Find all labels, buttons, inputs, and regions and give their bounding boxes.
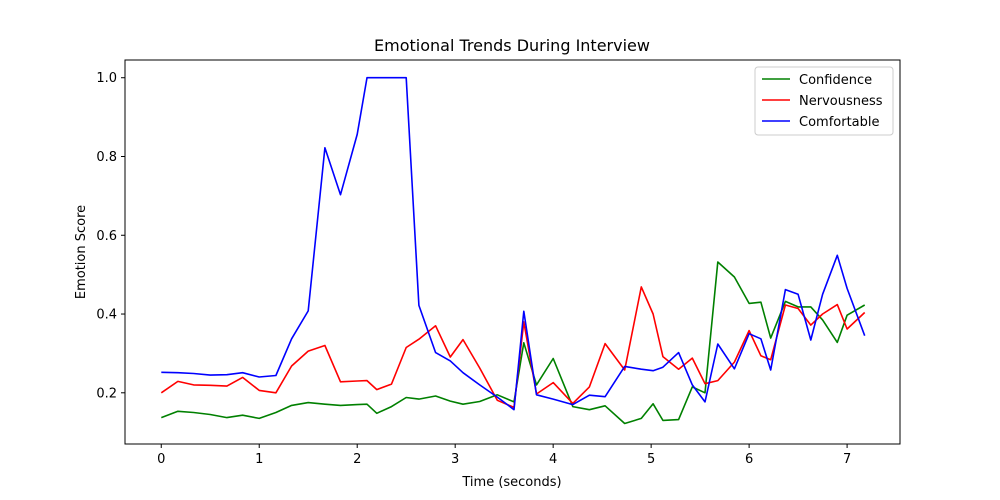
x-tick-label: 6 [745, 452, 753, 467]
y-tick-label: 0.8 [96, 150, 117, 165]
chart-title: Emotional Trends During Interview [374, 36, 650, 55]
y-tick-label: 0.6 [96, 229, 117, 244]
x-tick-label: 5 [647, 452, 655, 467]
x-tick-label: 4 [549, 452, 557, 467]
plot-area [160, 76, 866, 425]
legend-frame [754, 66, 894, 136]
legend-label-nervousness: Nervousness [799, 94, 883, 109]
y-axis: 0.2 0.4 0.6 0.8 1.0 [96, 71, 125, 401]
x-tick-label: 2 [353, 452, 361, 467]
x-tick-label: 3 [451, 452, 459, 467]
legend: Confidence Nervousness Comfortable [754, 66, 894, 136]
plot-frame [124, 59, 901, 445]
x-axis: 0 1 2 3 4 5 6 7 [157, 444, 851, 467]
y-tick-label: 1.0 [96, 71, 117, 86]
x-tick-label: 1 [255, 452, 263, 467]
x-tick-label: 7 [843, 452, 851, 467]
y-axis-label: Emotion Score [74, 205, 89, 299]
series-line-comfortable [161, 76, 866, 411]
x-axis-label: Time (seconds) [461, 475, 561, 490]
x-tick-label: 0 [157, 452, 165, 467]
legend-label-confidence: Confidence [799, 73, 872, 88]
legend-label-comfortable: Comfortable [799, 115, 880, 130]
series-line-nervousness [160, 286, 866, 409]
y-tick-label: 0.4 [96, 308, 117, 323]
series-line-confidence [161, 261, 866, 425]
y-tick-label: 0.2 [96, 386, 117, 401]
